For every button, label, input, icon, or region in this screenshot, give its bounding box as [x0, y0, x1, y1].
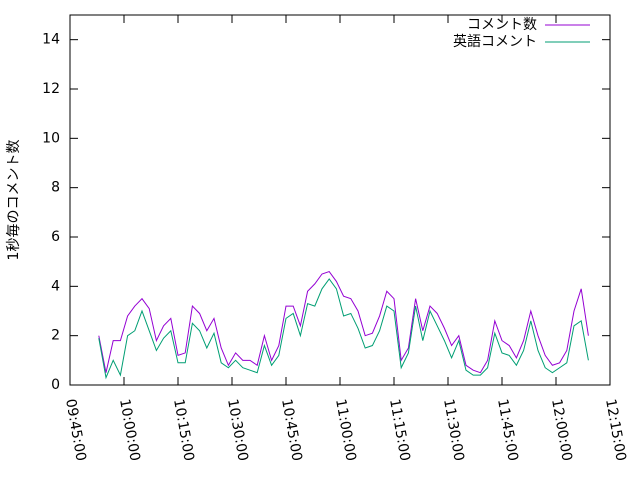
y-tick-label: 10 [42, 130, 60, 146]
x-tick-label: 11:15:00 [386, 398, 413, 463]
x-tick-label: 09:45:00 [62, 398, 89, 463]
x-tick-label: 12:15:00 [602, 398, 629, 463]
x-tick-label: 10:30:00 [224, 398, 251, 463]
x-tick-label: 10:00:00 [116, 398, 143, 463]
legend-label: コメント数 [467, 17, 537, 33]
series-line [98, 278, 589, 380]
x-tick-label: 11:45:00 [494, 398, 521, 463]
x-tick-label: 10:15:00 [170, 398, 197, 463]
x-tick-label: 11:00:00 [332, 398, 359, 463]
legend-label: 英語コメント [453, 33, 537, 50]
y-tick-label: 0 [51, 377, 60, 393]
y-tick-label: 8 [51, 180, 60, 196]
x-tick-label: 12:00:00 [548, 398, 575, 463]
series-line [98, 270, 589, 374]
y-tick-label: 4 [51, 278, 60, 294]
y-axis-label: 1秒毎のコメント数 [6, 140, 22, 261]
plot-frame [69, 14, 611, 386]
y-tick-label: 2 [51, 328, 60, 344]
y-tick-label: 6 [51, 229, 60, 245]
x-tick-label: 11:30:00 [440, 398, 467, 463]
y-tick-label: 12 [42, 81, 60, 97]
x-tick-label: 10:45:00 [278, 398, 305, 463]
y-tick-label: 14 [42, 32, 60, 48]
